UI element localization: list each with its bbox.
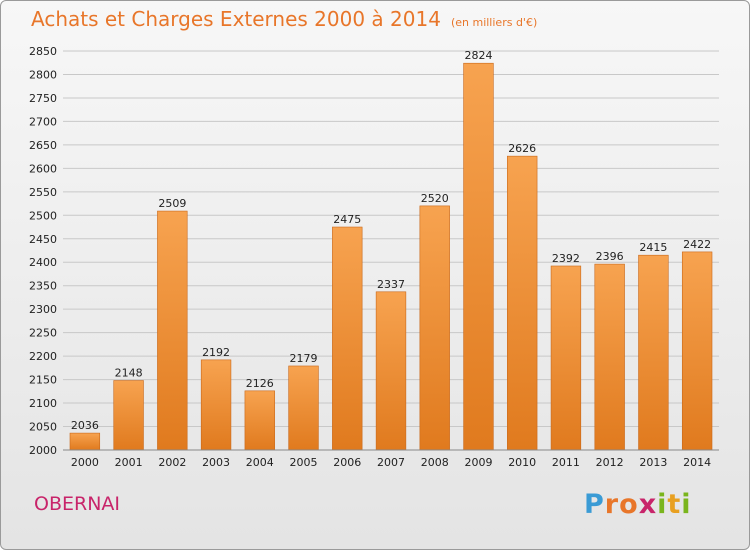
- title-row: Achats et Charges Externes 2000 à 2014 (e…: [31, 7, 537, 31]
- y-tick-label: 2050: [29, 421, 57, 434]
- y-tick-label: 2500: [29, 209, 57, 222]
- logo-letter: x: [638, 489, 658, 520]
- bar-2006: [332, 226, 363, 451]
- logo-letter: i: [657, 489, 668, 520]
- x-tick-label: 2010: [508, 456, 536, 469]
- y-tick-label: 2800: [29, 68, 57, 81]
- bar-2008: [419, 205, 450, 451]
- y-tick-label: 2850: [29, 45, 57, 58]
- bar-2000: [69, 432, 101, 451]
- bar-2014: [681, 251, 713, 451]
- logo-letter: t: [667, 489, 682, 520]
- bar-2003: [200, 359, 232, 451]
- proxiti-logo: Proxiti: [584, 489, 692, 520]
- data-label-2004: 2126: [246, 377, 274, 390]
- bar-2007: [375, 291, 407, 451]
- y-tick-label: 2750: [29, 92, 57, 105]
- data-label-2007: 2337: [377, 278, 405, 291]
- data-label-2010: 2626: [508, 142, 536, 155]
- x-tick-label: 2008: [421, 456, 449, 469]
- bar-2010: [507, 155, 538, 451]
- y-tick-label: 2650: [29, 139, 57, 152]
- y-tick-label: 2250: [29, 327, 57, 340]
- bar-2011: [550, 265, 582, 451]
- y-tick-label: 2450: [29, 233, 57, 246]
- x-tick-label: 2001: [115, 456, 143, 469]
- y-tick-label: 2150: [29, 374, 57, 387]
- x-tick-label: 2004: [246, 456, 274, 469]
- x-tick-label: 2012: [596, 456, 624, 469]
- y-tick-label: 2400: [29, 256, 57, 269]
- logo-letter: r: [604, 489, 620, 520]
- x-tick-label: 2003: [202, 456, 230, 469]
- x-tick-label: 2009: [464, 456, 492, 469]
- bar-2012: [594, 263, 625, 451]
- bar-2013: [638, 254, 669, 451]
- y-tick-label: 2200: [29, 350, 57, 363]
- bar-2004: [244, 390, 275, 451]
- data-label-2002: 2509: [158, 197, 186, 210]
- y-tick-label: 2350: [29, 280, 57, 293]
- data-label-2003: 2192: [202, 346, 230, 359]
- data-label-2000: 2036: [71, 419, 99, 432]
- data-label-2006: 2475: [333, 213, 361, 226]
- data-label-2005: 2179: [290, 352, 318, 365]
- x-tick-label: 2007: [377, 456, 405, 469]
- x-tick-label: 2005: [290, 456, 318, 469]
- logo-letter: i: [681, 489, 692, 520]
- chart-title: Achats et Charges Externes 2000 à 2014: [31, 7, 441, 31]
- y-tick-label: 2100: [29, 397, 57, 410]
- bar-2002: [157, 210, 188, 451]
- data-label-2008: 2520: [421, 192, 449, 205]
- logo-letter: P: [584, 489, 605, 520]
- y-tick-label: 2550: [29, 186, 57, 199]
- chart-subtitle: (en milliers d'€): [450, 16, 538, 29]
- y-tick-label: 2000: [29, 444, 57, 457]
- data-label-2009: 2824: [464, 49, 492, 62]
- y-tick-label: 2700: [29, 115, 57, 128]
- bars: [69, 62, 713, 451]
- data-labels: 2036 2148 2509 2192 2126 2179 2475 2337 2520 2824…: [71, 49, 711, 432]
- bar-2001: [113, 380, 144, 451]
- x-tick-label: 2002: [158, 456, 186, 469]
- x-tick-label: 2006: [333, 456, 361, 469]
- bar-2009: [463, 62, 494, 451]
- city-name: OBERNAI: [34, 493, 121, 515]
- data-label-2013: 2415: [639, 241, 667, 254]
- logo-letter: o: [619, 489, 639, 520]
- y-tick-label: 2600: [29, 162, 57, 175]
- data-label-2001: 2148: [115, 367, 143, 380]
- y-axis: 2000 2050 2100 2150 2200 2250 2300 2350 2400 2450…: [29, 45, 57, 457]
- x-tick-label: 2013: [639, 456, 667, 469]
- data-label-2012: 2396: [596, 250, 624, 263]
- bar-2005: [288, 365, 319, 451]
- data-label-2014: 2422: [683, 238, 711, 251]
- x-tick-label: 2011: [552, 456, 580, 469]
- x-tick-label: 2014: [683, 456, 711, 469]
- x-axis: 2000 2001 2002 2003 2004 2005 2006 2007 2008 2009…: [63, 449, 719, 469]
- x-tick-label: 2000: [71, 456, 99, 469]
- data-label-2011: 2392: [552, 252, 580, 265]
- y-tick-label: 2300: [29, 303, 57, 316]
